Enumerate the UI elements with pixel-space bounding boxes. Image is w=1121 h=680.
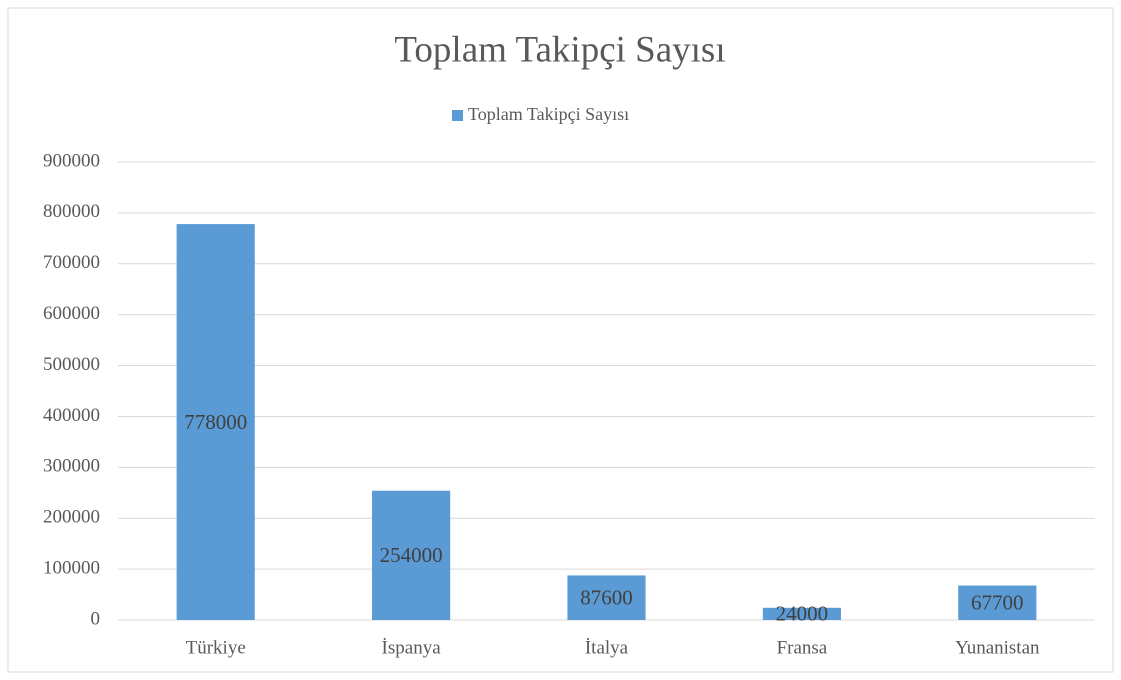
y-tick-label: 700000 bbox=[43, 252, 100, 273]
legend-label: Toplam Takipçi Sayısı bbox=[468, 104, 629, 124]
y-tick-label: 600000 bbox=[43, 303, 100, 324]
data-label: 254000 bbox=[380, 543, 443, 567]
bar bbox=[176, 224, 255, 620]
bar bbox=[372, 490, 451, 620]
chart-title: Toplam Takipçi Sayısı bbox=[394, 29, 725, 70]
x-tick-label: Yunanistan bbox=[955, 637, 1040, 658]
y-tick-label: 400000 bbox=[43, 405, 100, 426]
bar bbox=[567, 575, 646, 620]
y-tick-label: 500000 bbox=[43, 354, 100, 375]
y-tick-label: 900000 bbox=[43, 150, 100, 171]
bar bbox=[762, 607, 841, 620]
x-tick-label: Fransa bbox=[777, 637, 828, 658]
x-tick-label: İspanya bbox=[382, 637, 442, 658]
y-tick-label: 800000 bbox=[43, 201, 100, 222]
y-tick-label: 300000 bbox=[43, 456, 100, 477]
y-tick-label: 100000 bbox=[43, 557, 100, 578]
data-label: 24000 bbox=[776, 602, 829, 626]
data-label: 87600 bbox=[580, 586, 633, 610]
y-tick-label: 200000 bbox=[43, 507, 100, 528]
x-tick-label: İtalya bbox=[585, 637, 629, 658]
data-label: 778000 bbox=[184, 410, 247, 434]
legend-swatch bbox=[452, 110, 463, 121]
bar bbox=[958, 585, 1037, 620]
x-tick-label: Türkiye bbox=[186, 637, 246, 658]
data-label: 67700 bbox=[971, 591, 1024, 615]
y-tick-label: 0 bbox=[91, 608, 101, 629]
